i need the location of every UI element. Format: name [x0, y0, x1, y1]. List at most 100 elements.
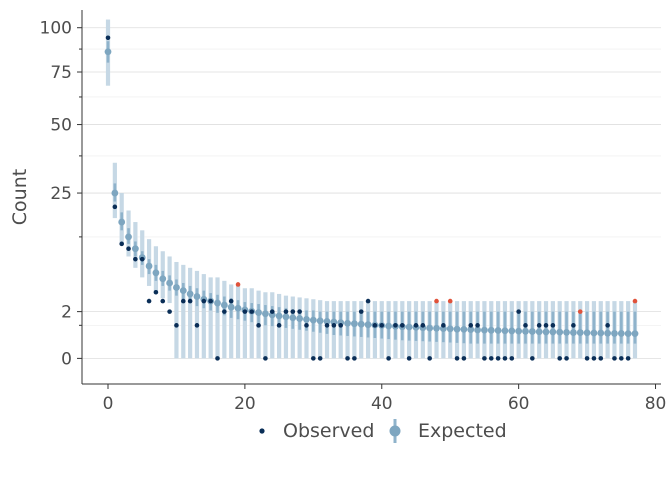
expected-point [275, 312, 283, 320]
interval-50 [599, 311, 603, 344]
observed-point [488, 356, 494, 361]
legend-observed-key [259, 428, 265, 434]
expected-point [583, 329, 591, 337]
observed-point [434, 298, 439, 304]
expected-point [481, 326, 488, 334]
observed-point [502, 356, 508, 361]
expected-point [330, 318, 338, 326]
observed-point [475, 323, 480, 328]
observed-point [338, 323, 344, 328]
observed-point [557, 356, 563, 361]
observed-point [112, 204, 118, 210]
observed-point [495, 356, 501, 361]
observed-point [372, 323, 378, 328]
observed-point [427, 356, 432, 361]
observed-point [139, 256, 145, 262]
expected-point [357, 320, 365, 328]
observed-point [406, 356, 412, 361]
interval-95 [208, 277, 213, 359]
expected-point [604, 329, 612, 337]
prediction-intervals [105, 19, 638, 359]
y-tick-label: 50 [50, 116, 72, 136]
observed-point [523, 323, 528, 328]
expected-point [624, 330, 632, 338]
expected-point [316, 317, 324, 325]
observed-point [105, 35, 111, 41]
observed-points [105, 35, 638, 361]
expected-point [227, 303, 235, 311]
observed-point [160, 298, 166, 304]
y-tick-label: 100 [40, 19, 72, 39]
interval-50 [578, 311, 582, 344]
interval-50 [626, 311, 630, 344]
expected-point [125, 233, 132, 241]
expected-point [474, 326, 481, 334]
observed-point [180, 298, 186, 304]
interval-95 [222, 280, 227, 359]
observed-point [167, 309, 172, 314]
expected-point [576, 329, 584, 336]
observed-point [208, 298, 213, 304]
y-tick-label: 75 [50, 63, 72, 83]
expected-point [214, 299, 221, 307]
expected-point [234, 304, 242, 312]
expected-point [467, 326, 475, 333]
observed-point [201, 298, 207, 304]
legend-expected-key [389, 419, 401, 443]
observed-point [482, 356, 487, 361]
expected-point [453, 325, 461, 333]
expected-point [289, 314, 297, 322]
expected-point [350, 320, 358, 328]
observed-point [235, 282, 241, 287]
observed-point [420, 323, 426, 328]
observed-point [297, 309, 302, 314]
expected-point [385, 322, 393, 330]
interval-50 [558, 311, 562, 344]
interval-95 [174, 261, 179, 359]
x-tick-label: 20 [234, 394, 256, 414]
observed-point [153, 289, 159, 295]
observed-point [222, 309, 227, 314]
observed-point [345, 356, 350, 361]
expected-point [617, 330, 625, 337]
expected-point [405, 323, 413, 331]
observed-point [358, 309, 364, 314]
expected-point [193, 293, 201, 300]
observed-point [509, 356, 515, 361]
observed-point [536, 323, 542, 328]
expected-point [590, 329, 598, 337]
interval-95 [215, 277, 220, 359]
observed-point [379, 323, 385, 328]
x-tick-label: 40 [371, 394, 393, 414]
expected-point [515, 327, 523, 335]
observed-point [304, 323, 309, 328]
observed-point [447, 298, 453, 304]
observed-point [228, 298, 234, 304]
y-tick-label: 0 [61, 349, 72, 369]
expected-point [563, 328, 570, 336]
observed-point [174, 323, 179, 328]
expected-point [364, 321, 372, 329]
expected-point [159, 275, 167, 283]
observed-point [269, 309, 275, 314]
observed-point [632, 298, 638, 304]
expected-point [528, 328, 536, 335]
expected-point [569, 329, 577, 336]
expected-point [556, 328, 564, 336]
legend: Observed Expected [259, 419, 507, 443]
expected-point [508, 327, 516, 335]
expected-point [166, 279, 174, 287]
expected-point [611, 330, 618, 337]
observed-point [242, 309, 248, 314]
observed-point [612, 356, 617, 361]
interval-50 [565, 311, 568, 344]
observed-point [584, 356, 590, 361]
x-tick-label: 80 [645, 394, 667, 414]
expected-point [487, 326, 495, 334]
expected-point [262, 310, 269, 318]
observed-point [290, 309, 296, 314]
observed-point [591, 356, 597, 361]
x-tick-label: 0 [103, 394, 114, 414]
observed-point [625, 356, 631, 361]
